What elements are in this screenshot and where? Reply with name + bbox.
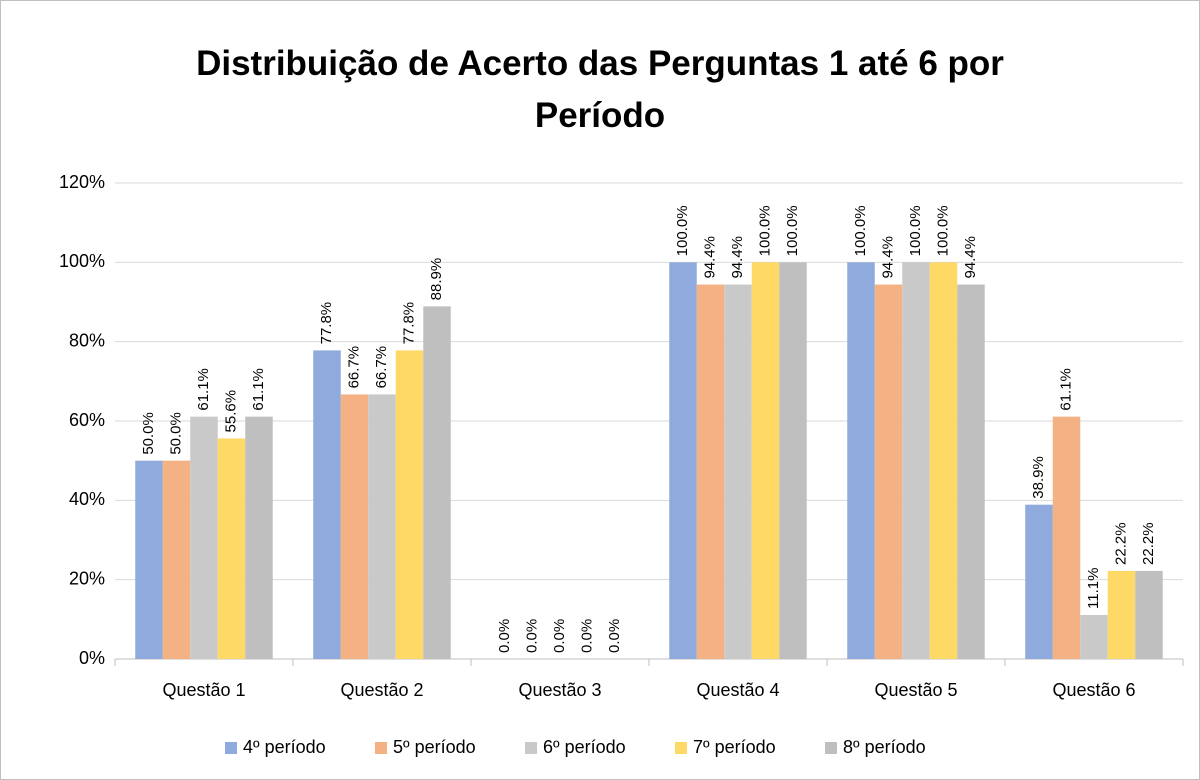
bar: [423, 306, 451, 659]
x-tick-label: Questão 3: [518, 680, 601, 700]
x-tick-label: Questão 5: [874, 680, 957, 700]
data-label: 100.0%: [934, 205, 951, 256]
legend-swatch: [675, 742, 687, 754]
bar: [929, 262, 958, 659]
legend-label: 7º período: [693, 737, 776, 757]
data-label: 66.7%: [345, 346, 362, 389]
legend-label: 8º período: [843, 737, 926, 757]
bar: [313, 350, 341, 659]
data-label: 100.0%: [674, 205, 691, 256]
data-label: 38.9%: [1030, 456, 1047, 499]
bar: [1135, 570, 1163, 659]
bar: [847, 262, 875, 659]
bar: [957, 284, 985, 659]
data-label: 0.0%: [606, 619, 623, 653]
y-tick-label: 100%: [59, 251, 105, 271]
y-tick-label: 0%: [79, 648, 105, 668]
bar: [1080, 614, 1108, 659]
bar: [724, 284, 752, 659]
x-tick-label: Questão 2: [340, 680, 423, 700]
data-label: 100.0%: [756, 205, 773, 256]
bar: [245, 416, 273, 659]
bar: [1107, 570, 1136, 659]
bar: [395, 350, 424, 659]
y-tick-label: 20%: [69, 568, 105, 588]
x-tick-label: Questão 1: [162, 680, 245, 700]
y-tick-label: 80%: [69, 330, 105, 350]
bar: [162, 460, 191, 659]
data-label: 94.4%: [729, 236, 746, 279]
legend-swatch: [825, 742, 837, 754]
data-label: 0.0%: [496, 619, 513, 653]
data-label: 0.0%: [551, 619, 568, 653]
bar: [696, 284, 725, 659]
data-label: 100.0%: [784, 205, 801, 256]
data-label: 61.1%: [1057, 368, 1074, 411]
legend-swatch: [525, 742, 537, 754]
data-label: 50.0%: [167, 412, 184, 455]
bar: [1025, 504, 1053, 659]
data-label: 94.4%: [962, 236, 979, 279]
legend-label: 6º período: [543, 737, 626, 757]
bar: [1052, 416, 1081, 659]
data-label: 66.7%: [373, 346, 390, 389]
bar: [135, 460, 163, 659]
data-label: 77.8%: [318, 302, 335, 345]
x-tick-label: Questão 4: [696, 680, 779, 700]
bar: [340, 394, 369, 659]
data-label: 11.1%: [1085, 568, 1102, 609]
chart-title: Distribuição de Acerto das Perguntas 1 a…: [196, 44, 1004, 135]
data-label: 61.1%: [195, 368, 212, 411]
data-label: 100.0%: [907, 205, 924, 256]
bar: [217, 438, 246, 659]
data-label: 0.0%: [578, 619, 595, 653]
data-label: 94.4%: [701, 236, 718, 279]
data-label: 55.6%: [222, 390, 239, 433]
bar: [779, 262, 807, 659]
bar: [874, 284, 903, 659]
x-tick-label: Questão 6: [1052, 680, 1135, 700]
data-label: 94.4%: [879, 236, 896, 279]
bar: [190, 416, 218, 659]
bar: [669, 262, 697, 659]
data-label: 22.2%: [1112, 522, 1129, 565]
data-label: 61.1%: [250, 368, 267, 411]
legend-label: 5º período: [393, 737, 476, 757]
legend-swatch: [225, 742, 237, 754]
legend-label: 4º período: [243, 737, 326, 757]
data-label: 50.0%: [140, 412, 157, 455]
y-tick-label: 60%: [69, 410, 105, 430]
data-label: 88.9%: [428, 258, 445, 301]
y-tick-label: 120%: [59, 172, 105, 192]
y-tick-label: 40%: [69, 489, 105, 509]
legend-swatch: [375, 742, 387, 754]
data-label: 77.8%: [400, 302, 417, 345]
data-label: 100.0%: [852, 205, 869, 256]
bar: [902, 262, 930, 659]
data-label: 0.0%: [523, 619, 540, 653]
bar: [751, 262, 780, 659]
data-label: 22.2%: [1140, 522, 1157, 565]
bar: [368, 394, 396, 659]
